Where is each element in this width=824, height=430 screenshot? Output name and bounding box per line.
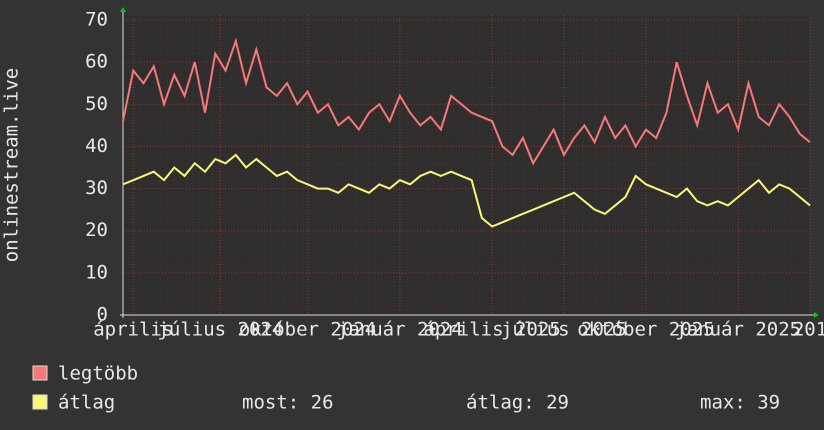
x-tick-label: július 2024 — [157, 319, 283, 341]
y-tick-label: 0 — [97, 304, 108, 326]
x-tick-label: január 2024 — [337, 319, 463, 341]
legend-label: átlag — [58, 392, 115, 414]
axis-arrow — [120, 7, 126, 12]
plot-area — [123, 15, 810, 315]
y-tick-label: 70 — [85, 9, 108, 31]
legend-swatch — [32, 394, 48, 410]
legend-swatch — [32, 365, 48, 381]
x-tick-label: július 2025 — [501, 319, 627, 341]
series-line — [122, 153, 811, 228]
y-tick-label: 40 — [85, 135, 108, 157]
x-tick-label: április 2025 — [423, 319, 560, 341]
stat-label: most: 26 — [242, 392, 334, 414]
x-tick-label: 201 — [793, 319, 824, 341]
y-axis-label: onlinestream.live — [1, 68, 23, 262]
stat-label: átlag: 29 — [466, 392, 569, 414]
y-tick-label: 60 — [85, 51, 108, 73]
stat-label: max: 39 — [700, 392, 780, 414]
y-tick-label: 30 — [85, 177, 108, 199]
series-line — [122, 37, 811, 166]
y-tick-label: 10 — [85, 261, 108, 283]
x-tick-label: április — [93, 319, 173, 341]
y-tick-label: 50 — [85, 93, 108, 115]
x-tick-label: január 2025 — [675, 319, 801, 341]
x-tick-label: október 2024 — [239, 319, 376, 341]
y-tick-label: 20 — [85, 219, 108, 241]
legend-label: legtöbb — [58, 363, 138, 385]
axis-arrow — [814, 312, 819, 318]
x-tick-label: október 2025 — [577, 319, 714, 341]
